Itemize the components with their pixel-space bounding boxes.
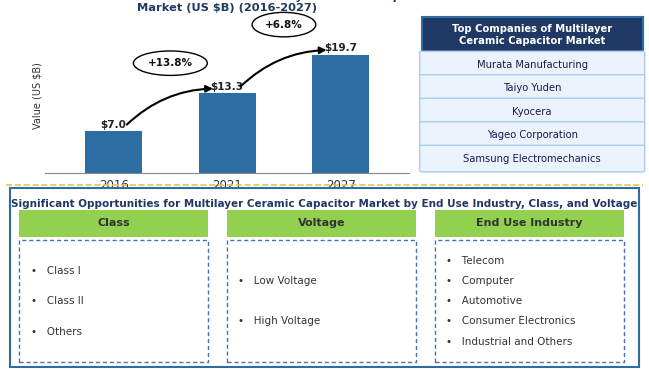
Text: $13.3: $13.3: [211, 82, 243, 92]
Text: •   Others: • Others: [31, 327, 82, 336]
Text: +6.8%: +6.8%: [265, 20, 303, 29]
Title: Trends and Forecasts for the Global Multilayer Ceramic Capacitor
Market (US $B) : Trends and Forecasts for the Global Mult…: [16, 0, 438, 13]
FancyBboxPatch shape: [10, 188, 639, 367]
Text: Source: Lucintel: Source: Lucintel: [349, 198, 416, 207]
Text: $19.7: $19.7: [324, 43, 357, 53]
Text: End Use Industry: End Use Industry: [476, 218, 582, 228]
Text: •   Industrial and Others: • Industrial and Others: [446, 337, 572, 347]
FancyBboxPatch shape: [420, 98, 644, 125]
Text: +13.8%: +13.8%: [148, 58, 193, 68]
Text: •   Low Voltage: • Low Voltage: [238, 276, 317, 286]
Text: $7.0: $7.0: [101, 120, 127, 130]
Bar: [312, 55, 369, 173]
Text: Class: Class: [97, 218, 130, 228]
FancyBboxPatch shape: [19, 240, 208, 362]
Text: Murata Manufacturing: Murata Manufacturing: [476, 60, 588, 70]
FancyBboxPatch shape: [420, 122, 644, 148]
FancyBboxPatch shape: [227, 240, 416, 362]
Text: Voltage: Voltage: [298, 218, 345, 228]
FancyBboxPatch shape: [420, 51, 644, 78]
Text: •   Telecom: • Telecom: [446, 256, 504, 266]
Text: •   Class II: • Class II: [31, 296, 83, 306]
FancyBboxPatch shape: [435, 210, 624, 237]
FancyBboxPatch shape: [435, 240, 624, 362]
Y-axis label: Value (US $B): Value (US $B): [32, 62, 43, 129]
Text: Significant Opportunities for Multilayer Ceramic Capacitor Market by End Use Ind: Significant Opportunities for Multilayer…: [11, 200, 638, 210]
Text: •   High Voltage: • High Voltage: [238, 316, 321, 326]
Bar: [85, 131, 142, 173]
Text: •   Consumer Electronics: • Consumer Electronics: [446, 316, 576, 326]
Text: Top Companies of Multilayer
Ceramic Capacitor Market: Top Companies of Multilayer Ceramic Capa…: [452, 23, 612, 46]
FancyBboxPatch shape: [19, 210, 208, 237]
Text: •   Class I: • Class I: [31, 266, 80, 276]
FancyBboxPatch shape: [420, 145, 644, 172]
Text: Kyocera: Kyocera: [513, 107, 552, 117]
Text: •   Computer: • Computer: [446, 276, 514, 286]
Text: Samsung Electromechanics: Samsung Electromechanics: [463, 154, 601, 164]
FancyBboxPatch shape: [422, 17, 643, 53]
Text: Yageo Corporation: Yageo Corporation: [487, 130, 578, 140]
FancyBboxPatch shape: [227, 210, 416, 237]
Text: •   Automotive: • Automotive: [446, 296, 522, 306]
Text: Taiyo Yuden: Taiyo Yuden: [503, 83, 561, 93]
Bar: [199, 93, 256, 173]
FancyBboxPatch shape: [420, 75, 644, 101]
